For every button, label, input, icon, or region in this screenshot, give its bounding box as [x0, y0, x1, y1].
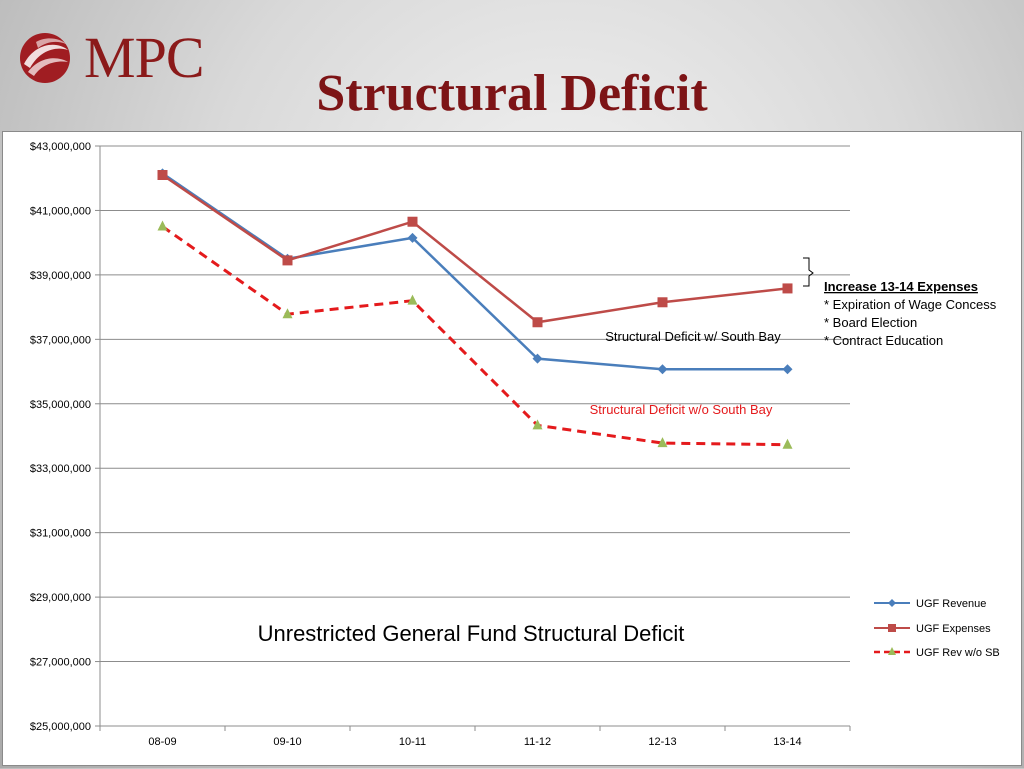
data-point — [407, 216, 418, 227]
annotation-deficit-without-sb: Structural Deficit w/o South Bay — [590, 402, 773, 417]
data-point — [532, 353, 543, 364]
y-tick-label: $27,000,000 — [30, 657, 91, 669]
data-point — [157, 170, 168, 180]
data-point — [782, 283, 793, 294]
y-tick-label: $25,000,000 — [30, 721, 91, 733]
chart-frame: $25,000,000 $27,000,000 $29,000,000 $31,000… — [2, 131, 1022, 766]
data-point — [532, 419, 543, 430]
legend-label: UGF Expenses — [916, 623, 991, 635]
y-tick-label: $43,000,000 — [30, 141, 91, 153]
annotation-expense-heading: Increase 13-14 Expenses — [824, 279, 978, 294]
legend-label: UGF Rev w/o SB — [916, 647, 1000, 659]
line-chart: $25,000,000 $27,000,000 $29,000,000 $31,000… — [30, 141, 1000, 748]
data-point — [782, 364, 793, 375]
data-point — [407, 294, 418, 305]
chart-legend: UGF Revenue UGF Expenses UGF Rev w/o SB — [874, 598, 1000, 659]
series-line — [161, 173, 788, 324]
y-tick-label: $35,000,000 — [30, 399, 91, 411]
brace-icon — [803, 257, 814, 287]
data-point — [657, 297, 668, 308]
data-point — [157, 220, 168, 231]
y-tick-label: $33,000,000 — [30, 463, 91, 475]
y-tick-label: $29,000,000 — [30, 592, 91, 604]
chart-axes: $25,000,000 $27,000,000 $29,000,000 $31,000… — [30, 141, 851, 748]
series-line — [161, 172, 788, 371]
legend-marker — [888, 624, 896, 632]
y-tick-label: $41,000,000 — [30, 205, 91, 217]
y-tick-label: $31,000,000 — [30, 528, 91, 540]
data-point — [657, 364, 668, 375]
annotation-expense-item: * Board Election — [824, 315, 917, 330]
legend-marker — [888, 599, 896, 607]
data-point — [407, 232, 418, 243]
chart-title: Unrestricted General Fund Structural Def… — [258, 621, 685, 646]
chart-series — [157, 168, 793, 449]
data-point — [282, 255, 293, 266]
mpc-swirl-logo-icon — [20, 33, 70, 83]
data-point — [657, 437, 668, 448]
series-line — [161, 225, 788, 447]
logo-text: MPC — [84, 25, 205, 90]
series-ugf-rev-w-o-sb — [157, 220, 793, 449]
data-point — [282, 308, 293, 319]
data-point — [532, 317, 543, 328]
y-tick-label: $37,000,000 — [30, 334, 91, 346]
x-tick-label: 10-11 — [399, 736, 426, 748]
legend-marker — [888, 647, 896, 655]
x-tick-label: 08-09 — [148, 736, 176, 748]
legend-label: UGF Revenue — [916, 598, 986, 610]
x-tick-label: 13-14 — [773, 736, 801, 748]
x-tick-label: 11-12 — [524, 736, 551, 748]
x-tick-label: 12-13 — [648, 736, 676, 748]
y-tick-label: $39,000,000 — [30, 270, 91, 282]
chart-grid — [100, 145, 850, 727]
data-point — [782, 438, 793, 449]
annotation-expense-item: * Expiration of Wage Concess — [824, 297, 997, 312]
slide-title: Structural Deficit — [316, 65, 708, 122]
annotation-expense-item: * Contract Education — [824, 333, 943, 348]
x-tick-label: 09-10 — [273, 736, 301, 748]
annotation-deficit-with-sb: Structural Deficit w/ South Bay — [605, 329, 781, 344]
mpc-logo: MPC — [16, 25, 206, 90]
series-ugf-expenses — [157, 170, 793, 328]
